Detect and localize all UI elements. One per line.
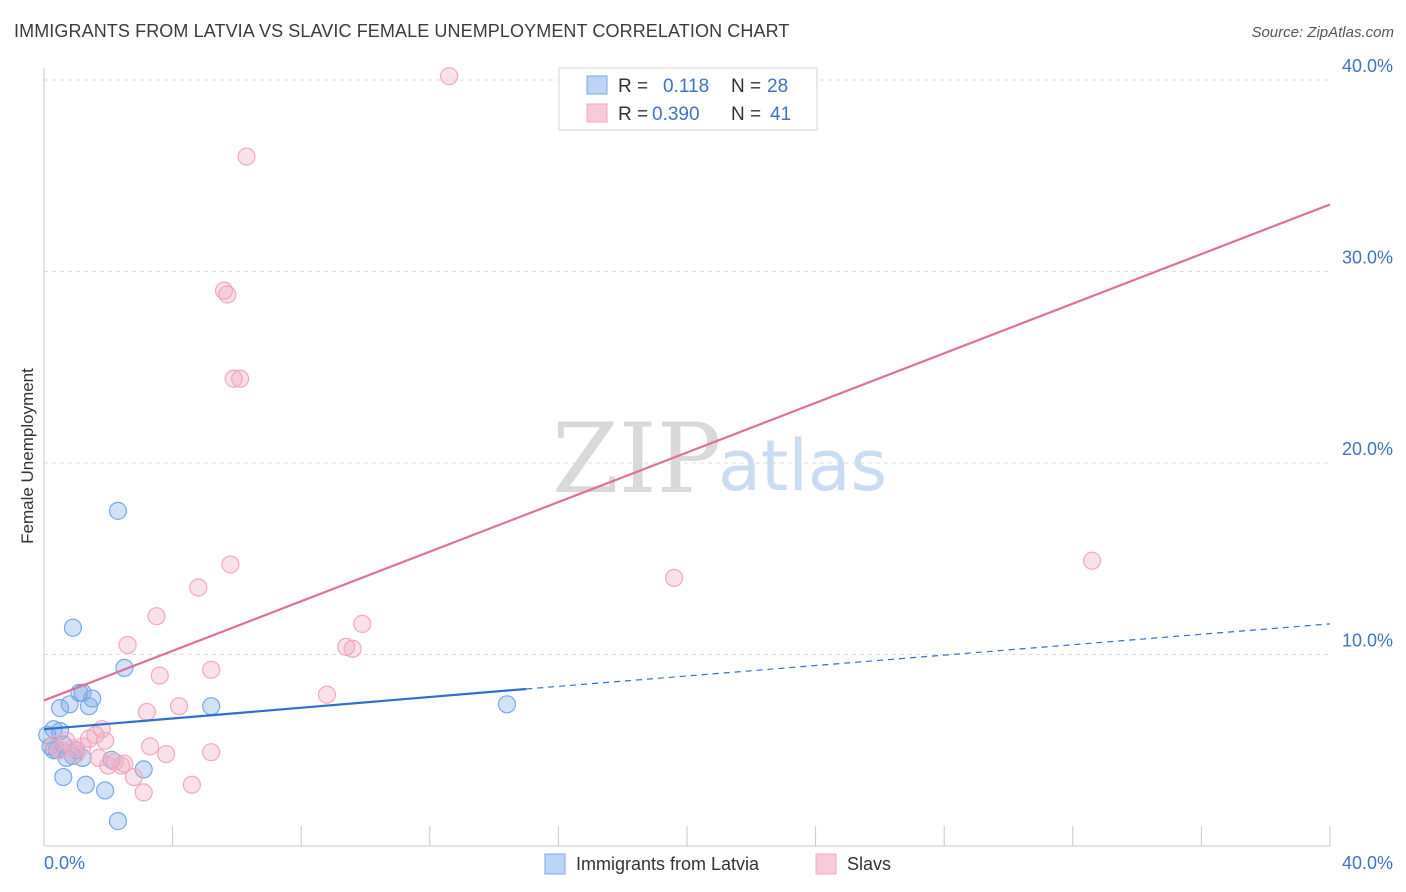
slavs-trend-line	[43, 203, 1331, 702]
latvia-point-5	[50, 699, 70, 718]
legend-r-label-latvia: R =	[618, 76, 648, 97]
slavs-point-23	[169, 697, 189, 716]
y-tick-label-2: 30.0%	[1342, 248, 1393, 268]
latvia-point-7	[54, 767, 73, 787]
slavs-point-27	[202, 660, 221, 679]
source-label: Source: ZipAtlas.com	[1251, 24, 1394, 41]
slavs-point-18	[137, 702, 156, 722]
slavs-point-21	[150, 666, 169, 685]
legend-r-value-latvia: 0.118	[663, 76, 709, 97]
slavs-point-30	[221, 555, 240, 574]
slavs-point-36	[343, 639, 362, 658]
correlation-legend: R = 0.118 N = 28 R = 0.390 N = 41	[558, 67, 818, 131]
slavs-point-33	[237, 147, 256, 166]
latvia-point-26	[497, 695, 517, 714]
slavs-point-17	[134, 783, 153, 802]
x-tick-label-min: 0.0%	[44, 853, 85, 873]
latvia-point-18	[83, 689, 102, 708]
legend-n-label-latvia: N =	[731, 76, 761, 97]
slavs-point-22	[157, 744, 176, 764]
latvia-point-16	[76, 775, 95, 794]
series-legend: Immigrants from Latvia Slavs	[544, 853, 891, 875]
slavs-point-10	[95, 731, 115, 750]
chart-title: IMMIGRANTS FROM LATVIA VS SLAVIC FEMALE …	[14, 21, 790, 41]
legend-n-value-slavs: 41	[770, 104, 791, 125]
series-latvia-points	[38, 501, 517, 831]
slavs-point-26	[202, 743, 221, 762]
slavs-point-31	[224, 369, 243, 388]
latvia-point-19	[95, 781, 115, 800]
series-slavs-points	[44, 67, 1102, 802]
y-tick-label-0: 10.0%	[1342, 631, 1393, 651]
slavs-point-29	[218, 285, 237, 304]
latvia-point-27	[44, 741, 63, 760]
legend-n-value-latvia: 28	[767, 76, 788, 97]
watermark-atlas: atlas	[718, 425, 887, 507]
slavs-point-25	[189, 578, 208, 597]
latvia-trend-extension	[526, 623, 1331, 690]
slavs-point-37	[353, 614, 372, 633]
legend-r-label-slavs: R =	[618, 104, 648, 125]
legend-item-slavs-label: Slavs	[847, 854, 891, 874]
slavs-point-40	[1082, 551, 1102, 570]
legend-item-latvia-label: Immigrants from Latvia	[576, 854, 760, 874]
legend-swatch-latvia	[586, 75, 608, 95]
y-tick-labels: 10.0% 20.0% 30.0% 40.0%	[1342, 56, 1393, 651]
slavs-point-20	[147, 607, 166, 626]
y-axis-label: Female Unemployment	[18, 368, 37, 544]
latvia-point-24	[134, 760, 153, 779]
latvia-trend-line	[43, 687, 527, 731]
watermark-zip: ZIP	[552, 403, 721, 515]
latvia-point-22	[108, 812, 128, 831]
slavs-point-13	[112, 756, 131, 775]
legend-n-label-slavs: N =	[731, 104, 761, 125]
slavs-point-38	[439, 67, 459, 86]
legend-swatch-slavs	[586, 103, 608, 123]
latvia-point-21	[108, 501, 128, 520]
slavs-point-24	[182, 775, 201, 794]
legend-r-value-slavs: 0.390	[652, 104, 700, 125]
slavs-point-39	[665, 568, 684, 588]
x-tick-marks	[172, 826, 1331, 846]
slavs-point-35	[337, 637, 356, 656]
x-tick-label-max: 40.0%	[1342, 853, 1393, 873]
slavs-point-16	[124, 767, 144, 787]
legend-item-latvia-swatch	[544, 853, 566, 875]
trend-lines	[43, 203, 1331, 731]
latvia-point-25	[202, 697, 221, 716]
slavs-point-34	[317, 685, 337, 704]
slavs-point-14	[115, 754, 134, 773]
legend-item-slavs-swatch	[815, 853, 837, 875]
slavs-point-32	[231, 369, 250, 388]
y-tick-label-1: 20.0%	[1342, 439, 1393, 459]
slavs-point-15	[118, 635, 137, 655]
y-tick-label-3: 40.0%	[1342, 56, 1393, 76]
slavs-point-19	[140, 737, 160, 756]
latvia-point-11	[63, 618, 83, 637]
